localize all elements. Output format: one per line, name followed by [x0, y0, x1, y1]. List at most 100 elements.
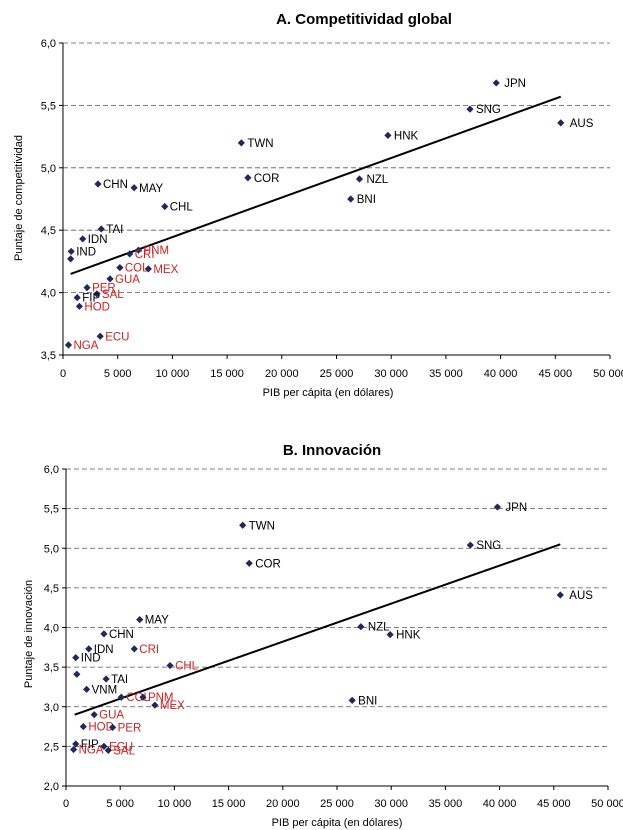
chart-a-ylabel: Puntaje de competitividad [13, 135, 25, 261]
chart-b-point-ind [72, 654, 80, 662]
chart-a-ytick-label: 4,5 [41, 225, 56, 237]
chart-a-ytick-label: 6,0 [41, 38, 56, 50]
chart-a-point-label: MAY [139, 183, 163, 195]
chart-b-point-label: PER [118, 722, 142, 734]
chart-a-point-nga [64, 341, 73, 349]
chart-b-point-label: HNK [396, 630, 421, 642]
chart-b-point-mex [151, 701, 159, 709]
chart-b-point-label: CHN [109, 629, 134, 641]
chart-a-point-hnk [384, 131, 392, 139]
chart-b-point-per [109, 723, 117, 731]
chart-a-point-sal [93, 290, 101, 298]
chart-b-point-cor [245, 559, 253, 567]
chart-b-point-label: MAY [145, 615, 169, 627]
chart-b-point-idn [85, 645, 93, 653]
chart-a-point-idn [79, 235, 87, 243]
chart-a-point-hod [75, 302, 84, 310]
chart-a-trendline [70, 95, 562, 275]
chart-a-point-aus [557, 119, 565, 127]
chart-b-point-label: NZL [368, 622, 390, 634]
chart-a-point-label: CRI [135, 249, 155, 261]
chart-a-point-label: JPN [504, 78, 526, 90]
chart-b-point-sal [104, 746, 112, 754]
chart-b-point-label: IND [81, 653, 101, 665]
chart-a-point-label: PNM [143, 245, 169, 257]
chart-a-point-label: GUA [115, 274, 140, 286]
chart-b-point-label: COL [126, 692, 150, 704]
chart-b-point-label: HOD [88, 722, 114, 734]
chart-b-xtick-label: 25 000 [320, 798, 354, 810]
chart-b-ytick-label: 5,5 [44, 504, 59, 516]
chart-b-point-label: IDN [94, 644, 114, 656]
chart-a-point-chn [94, 180, 102, 188]
chart-a-ytick-label: 5,0 [41, 163, 56, 175]
chart-b-ytick-label: 4,5 [44, 583, 59, 595]
chart-a-points: JPN SNG AUS HNK TWN COR NZL BNI CHN MAY CHL TAIIDNI… [64, 78, 594, 352]
chart-b-point-tai [102, 675, 110, 683]
chart-a-point-label: COL [125, 263, 149, 275]
chart-b-ytick-label: 2,5 [44, 741, 59, 753]
chart-a-point-jpn [492, 79, 500, 87]
chart-b-point-label: FIP [81, 739, 99, 751]
chart-b-point-twn [239, 521, 247, 529]
chart-b-point-vnm [82, 685, 91, 693]
chart-b-point-label: CRI [139, 644, 159, 656]
chart-a-xtick-label: 35 000 [429, 368, 463, 380]
chart-b-point-may [136, 615, 144, 624]
chart-b-point-label: BNI [358, 695, 377, 707]
chart-a-ytick-label: 3,5 [41, 350, 56, 362]
chart-b-point-label: GUA [99, 710, 124, 722]
chart-a-point-label: IDN [88, 234, 108, 246]
chart-a-point-per [83, 284, 91, 292]
chart-b-point-label: COR [255, 558, 281, 570]
chart-b-ylabel: Puntaje de innovación [23, 580, 35, 688]
chart-b-xtick-label: 50 000 [591, 798, 623, 810]
chart-b-point-pnm [139, 693, 147, 701]
chart-a-point-label: TAI [106, 224, 123, 236]
chart-a-point-label: COR [254, 173, 280, 185]
chart-b-point-label: NGA [79, 745, 104, 757]
chart-a-point-label: ECU [105, 331, 129, 343]
chart-b-point-chn [100, 630, 108, 638]
chart-b-xtick-label: 0 [63, 798, 69, 810]
chart-a-point-label: MEX [153, 264, 178, 276]
chart-a-point-label: HNK [394, 130, 419, 142]
chart-a-point-label: NZL [366, 174, 388, 186]
chart-a-xtick-label: 25 000 [320, 368, 354, 380]
chart-b-xtick-label: 45 000 [537, 798, 571, 810]
chart-a-point-label: BNI [357, 194, 376, 206]
chart-a-point-label: TWN [247, 138, 273, 150]
chart-innovacion: B. Innovación Puntaje de innovación PIB … [23, 442, 623, 829]
chart-a-point-col [116, 264, 124, 272]
chart-b-point-col [117, 693, 125, 701]
chart-b-point-label: PNM [148, 692, 174, 704]
chart-b-xtick-label: 15 000 [212, 798, 246, 810]
chart-b-trendline [74, 543, 561, 716]
chart-a-xlabel: PIB per cápita (en dólares) [263, 387, 394, 399]
chart-a-ytick-label: 5,5 [41, 100, 56, 112]
chart-a-point-fip [73, 293, 81, 302]
chart-a-point-tai [97, 225, 105, 233]
chart-b-point-nga [69, 745, 78, 754]
chart-a-point-may [130, 184, 138, 192]
chart-b-point-ecu [100, 742, 108, 750]
chart-a-point-chl [161, 202, 169, 211]
chart-b-point-aus [556, 591, 564, 599]
chart-a-trendline [70, 95, 562, 275]
chart-a-point-label: CHN [103, 179, 128, 191]
chart-b-point-hnk [386, 631, 394, 639]
chart-a-point-gua [106, 275, 114, 283]
chart-b-xlabel: PIB per cápita (en dólares) [272, 817, 403, 829]
chart-b-axes: 2,0 2,5 3,0 3,5 4,0 4,5 5,0 5,5 6,0 0 5 000 10 000 1… [44, 464, 623, 810]
chart-b-ytick-label: 3,0 [44, 702, 59, 714]
chart-b-ytick-label: 4,0 [44, 623, 59, 635]
chart-b-point-hod [79, 722, 87, 731]
chart-a-point-pnm [134, 246, 143, 254]
chart-b-xtick-label: 20 000 [266, 798, 300, 810]
chart-a-point-label: FIP [82, 293, 100, 305]
chart-a-xtick-label: 20 000 [265, 368, 299, 380]
chart-a-point-mex [144, 265, 152, 273]
chart-a-xtick-label: 50 000 [593, 368, 623, 380]
chart-b-point-gua [90, 711, 98, 719]
